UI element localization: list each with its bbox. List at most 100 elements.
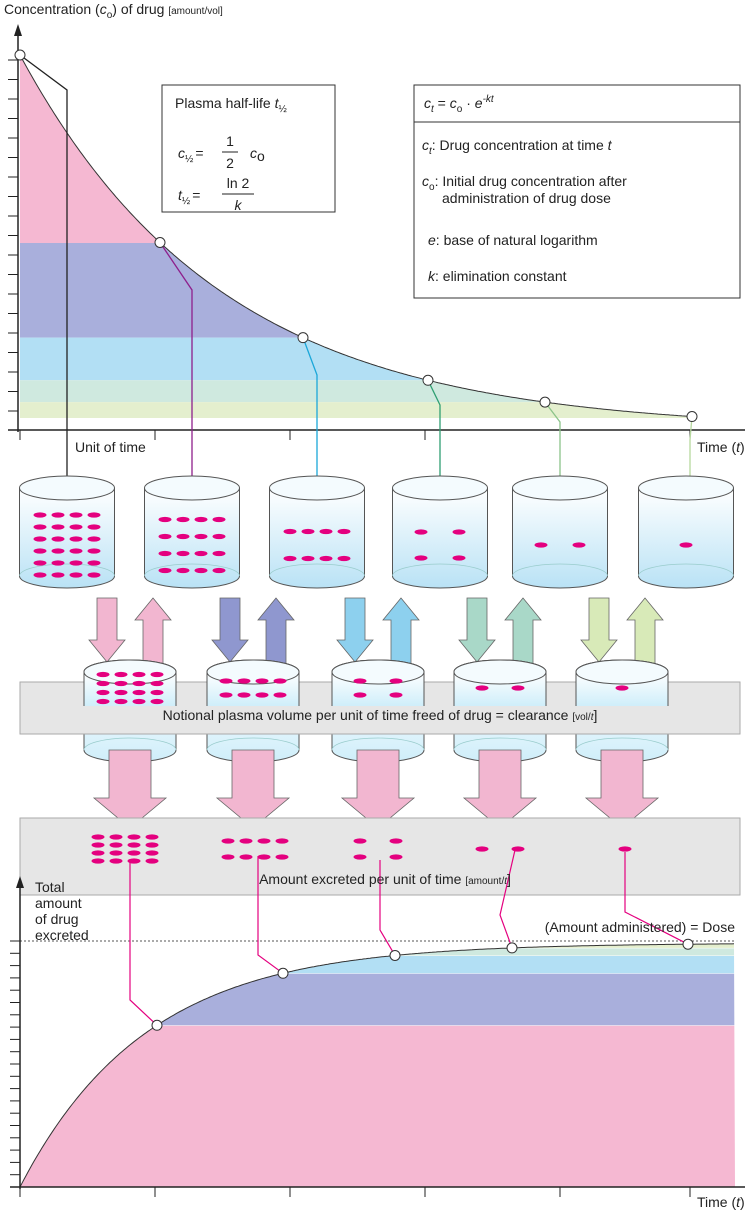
cylinder-base (144, 563, 240, 577)
text: : Drug concentration at time (432, 137, 608, 153)
connector (257, 856, 284, 974)
text: Plasma half-life (175, 95, 275, 111)
point (297, 332, 309, 344)
bottom-y-label: of drug (35, 911, 79, 927)
arrow (580, 597, 618, 663)
excreted-label: Amount excreted per unit of time [amount… (259, 871, 511, 887)
drug-dot (132, 680, 146, 687)
point (389, 949, 401, 961)
connector (379, 860, 396, 956)
cylinder-base (512, 563, 608, 577)
point (154, 237, 166, 248)
band (20, 402, 692, 418)
text: -kt (483, 94, 495, 105)
connector (427, 379, 441, 488)
cylinder-base (453, 737, 547, 751)
drug-dot (33, 512, 47, 518)
drug-dot (353, 692, 367, 698)
point (539, 396, 551, 408)
drug-dot (69, 512, 83, 518)
connector (159, 242, 193, 488)
drug-dot (150, 671, 164, 678)
drug-dot (618, 846, 632, 852)
eq1-rhs: co (250, 145, 265, 164)
drug-dot (51, 572, 65, 578)
drug-dot (452, 555, 466, 561)
drug-dot (132, 671, 146, 678)
drug-dot (275, 838, 289, 844)
cylinder-base (331, 737, 425, 751)
cylinder (144, 487, 240, 589)
formula-row: co: Initial drug concentration after (422, 173, 627, 193)
cylinder-base (19, 563, 115, 577)
drug-dot (69, 572, 83, 578)
text: c (178, 145, 185, 161)
drug-dot (69, 548, 83, 554)
drug-dot (283, 528, 297, 535)
drug-dot (33, 572, 47, 578)
cylinder-top (453, 659, 547, 685)
drug-dot (96, 698, 110, 705)
drug-dot (150, 680, 164, 687)
text: o (457, 104, 463, 115)
top-y-label: Concentration (co) of drug [amount/vol] (4, 1, 223, 21)
arrow (340, 749, 416, 829)
drug-dot (219, 678, 233, 684)
drug-dot (109, 850, 123, 856)
formula-row: k: elimination constant (428, 268, 567, 284)
drug-dot (127, 850, 141, 856)
drug-dot (114, 689, 128, 696)
drug-dot (69, 536, 83, 542)
bottom-y-label: Total (35, 879, 65, 895)
drug-dot (257, 838, 271, 844)
text: e (475, 95, 483, 111)
drug-dot (239, 838, 253, 844)
band (20, 243, 303, 338)
drug-dot (337, 555, 351, 562)
text: ½ (278, 104, 287, 115)
drug-dot (87, 512, 101, 518)
arrow (88, 597, 126, 663)
text: t (608, 137, 613, 153)
unit-of-time: Unit of time (75, 439, 146, 455)
drug-dot (301, 555, 315, 562)
cylinder-top (206, 659, 300, 685)
drug-dot (194, 567, 208, 574)
drug-dot (475, 846, 489, 852)
cylinder (392, 487, 488, 589)
bottom-y-label: excreted (35, 927, 89, 943)
accumulation-curve (19, 943, 735, 1188)
text: t (275, 95, 280, 111)
formula-box (413, 84, 741, 299)
text: k (428, 268, 436, 284)
point (14, 49, 26, 61)
drug-dot (96, 680, 110, 687)
connector (689, 416, 693, 488)
cylinder-top (331, 659, 425, 685)
drug-dot (158, 533, 172, 540)
drug-dot (127, 834, 141, 840)
drug-dot (51, 512, 65, 518)
drug-dot (572, 542, 586, 548)
drug-dot (132, 689, 146, 696)
arrow (584, 749, 660, 829)
drug-dot (145, 834, 159, 840)
text: t (736, 1194, 741, 1210)
cylinder-base (638, 563, 734, 577)
cylinder-base (206, 737, 300, 751)
eq1-num: 1 (226, 133, 234, 149)
cylinder-top (512, 475, 608, 501)
drug-dot (301, 528, 315, 535)
text: Notional plasma volume per unit of time … (163, 707, 573, 723)
drug-dot (319, 555, 333, 562)
formula-header: ct = co · e-kt (424, 94, 495, 115)
text: ) of drug (112, 1, 168, 17)
point (686, 411, 698, 423)
drug-dot (87, 560, 101, 566)
drug-dot (176, 567, 190, 574)
text: [amount/vol] (168, 6, 223, 17)
drug-dot (255, 692, 269, 698)
drug-dot (511, 685, 525, 691)
text: ½ (185, 154, 194, 165)
text: c (424, 95, 431, 111)
